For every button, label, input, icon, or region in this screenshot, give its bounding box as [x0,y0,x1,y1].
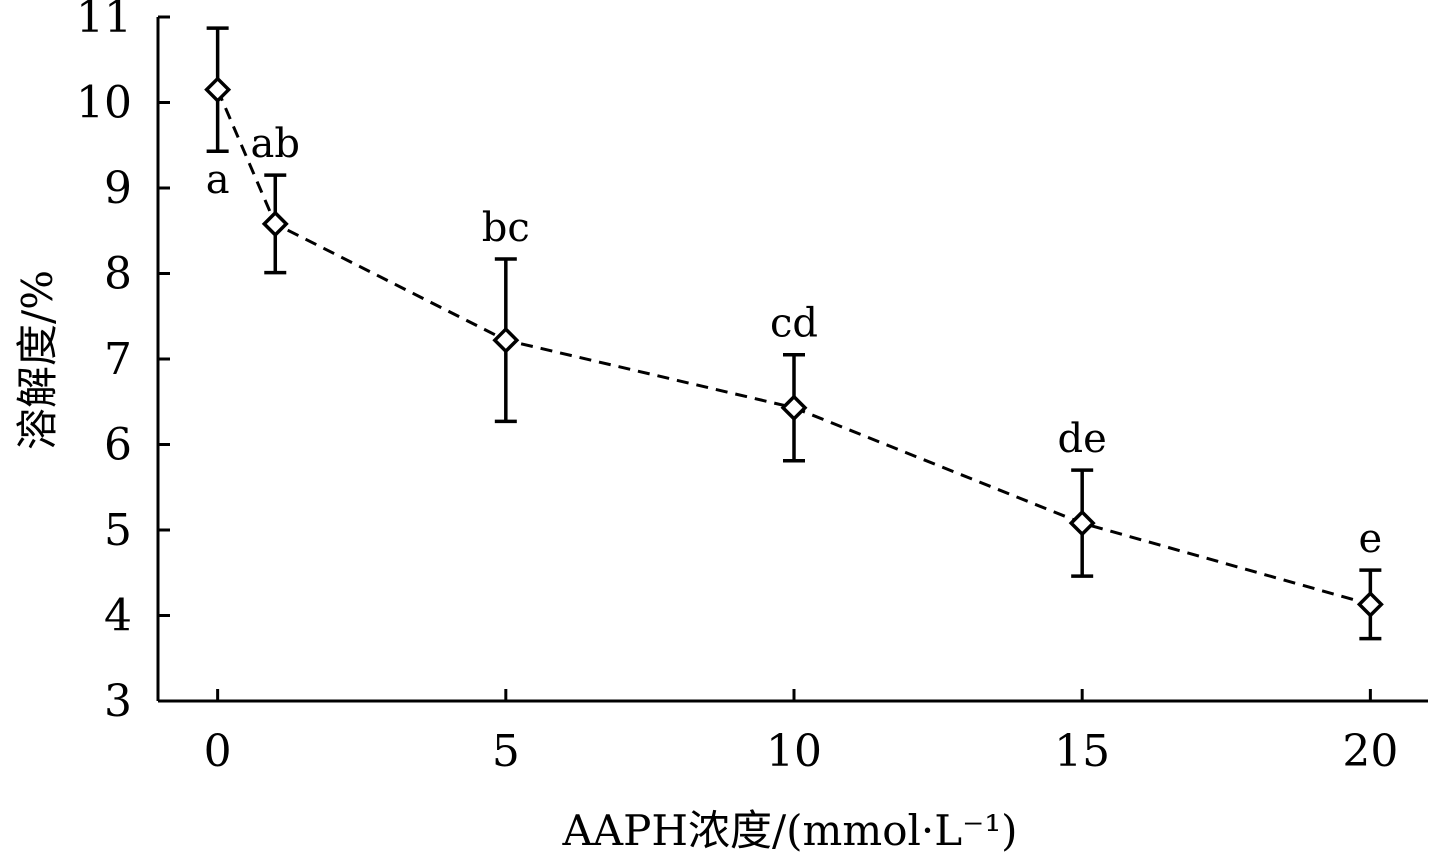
y-tick-label: 9 [104,163,132,214]
y-tick-label: 11 [76,0,132,43]
y-tick-label: 8 [104,249,132,300]
y-tick-label: 4 [104,591,132,642]
significance-label: ab [251,121,300,167]
x-tick-label: 20 [1342,726,1398,777]
y-axis-title: 溶解度/% [13,270,62,450]
x-tick-label: 0 [204,726,232,777]
x-tick-label: 15 [1054,726,1110,777]
y-tick-label: 10 [76,78,132,129]
significance-label: e [1359,516,1383,562]
data-point [1068,509,1096,537]
data-point [780,394,808,422]
significance-label: cd [770,301,818,347]
y-tick-label: 7 [104,334,132,385]
y-tick-label: 6 [104,420,132,471]
x-axis-title: AAPH浓度/(mmol·L⁻¹) [561,806,1017,855]
x-axis: 0 5 10 15 20 [158,689,1428,777]
series-line [216,89,1371,606]
data-point [261,210,289,238]
y-tick-label: 3 [104,676,132,727]
significance-label: de [1058,416,1107,462]
data-point [1356,590,1384,618]
significance-label: a [206,157,230,203]
y-axis: 3 4 5 6 7 8 9 10 11 [76,0,170,727]
data-point [204,76,232,104]
plot-area: aab bc cd de e [204,26,1384,641]
data-point [492,326,520,354]
x-tick-label: 10 [766,726,822,777]
y-tick-label: 5 [104,505,132,556]
x-tick-label: 5 [492,726,520,777]
significance-label: bc [482,205,530,251]
